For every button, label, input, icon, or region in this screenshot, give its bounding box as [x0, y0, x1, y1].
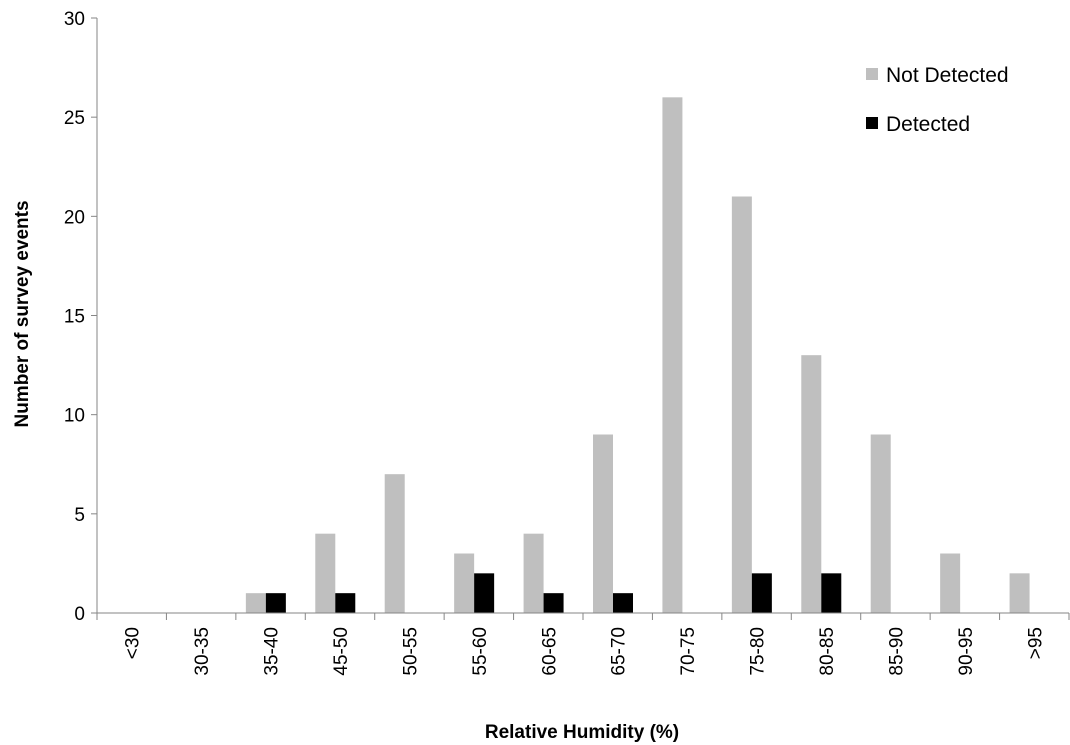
x-tick-label: 55-60 — [470, 627, 491, 676]
bar-not-detected-10 — [801, 355, 822, 613]
y-tick-label: 25 — [64, 108, 85, 129]
bar-detected-6 — [543, 593, 564, 613]
x-tick-label: 30-35 — [192, 627, 213, 676]
x-ticks-group: <30 30-35 35-40 45-50 50-55 55-60 60-65 65-70 70… — [96, 613, 1070, 676]
bar-not-detected-9 — [731, 196, 752, 613]
bar-detected-10 — [821, 573, 842, 613]
x-tick-label: 70-75 — [678, 627, 699, 676]
y-tick-label: 0 — [74, 604, 85, 625]
bars-group — [245, 97, 1030, 614]
x-tick-label: 90-95 — [956, 627, 977, 676]
bar-not-detected-6 — [523, 533, 544, 613]
bar-not-detected-12 — [940, 553, 961, 613]
legend-label-not-detected: Not Detected — [886, 64, 1009, 87]
bar-not-detected-11 — [870, 434, 891, 613]
x-tick-label: >95 — [1025, 627, 1046, 659]
x-tick-label: 80-85 — [817, 627, 838, 676]
bar-detected-5 — [474, 573, 495, 613]
y-axis-title: Number of survey events — [12, 200, 33, 427]
x-tick-label: 85-90 — [886, 627, 907, 676]
bar-detected-3 — [335, 593, 356, 613]
y-tick-label: 5 — [74, 505, 85, 526]
bar-not-detected-3 — [315, 533, 336, 613]
y-ticks-group: 0 5 10 15 20 25 30 — [64, 9, 97, 625]
x-tick-label: <30 — [123, 627, 144, 659]
y-tick-label: 15 — [64, 307, 85, 328]
bar-not-detected-5 — [454, 553, 475, 613]
bar-not-detected-8 — [662, 97, 683, 614]
bar-detected-7 — [613, 593, 633, 613]
x-tick-label: 65-70 — [609, 627, 630, 676]
x-tick-label: 75-80 — [748, 627, 769, 676]
axes-group — [96, 18, 1069, 614]
bar-not-detected-4 — [384, 474, 405, 613]
bar-not-detected-2 — [245, 593, 266, 613]
bar-not-detected-13 — [1009, 573, 1030, 613]
x-axis-title: Relative Humidity (%) — [485, 722, 679, 743]
bar-detected-2 — [265, 593, 286, 613]
legend-swatch-not-detected — [866, 68, 878, 80]
legend-label-detected: Detected — [886, 113, 970, 136]
bar-detected-9 — [751, 573, 772, 613]
bar-not-detected-7 — [593, 434, 613, 613]
x-tick-label: 35-40 — [262, 627, 283, 676]
legend-swatch-detected — [866, 117, 878, 129]
legend: Not Detected Detected — [866, 64, 1009, 136]
y-tick-label: 30 — [64, 9, 85, 30]
x-tick-label: 50-55 — [400, 627, 421, 676]
x-tick-label: 60-65 — [539, 627, 560, 676]
y-tick-label: 20 — [64, 207, 85, 228]
x-tick-label: 45-50 — [331, 627, 352, 676]
y-tick-label: 10 — [64, 406, 85, 427]
